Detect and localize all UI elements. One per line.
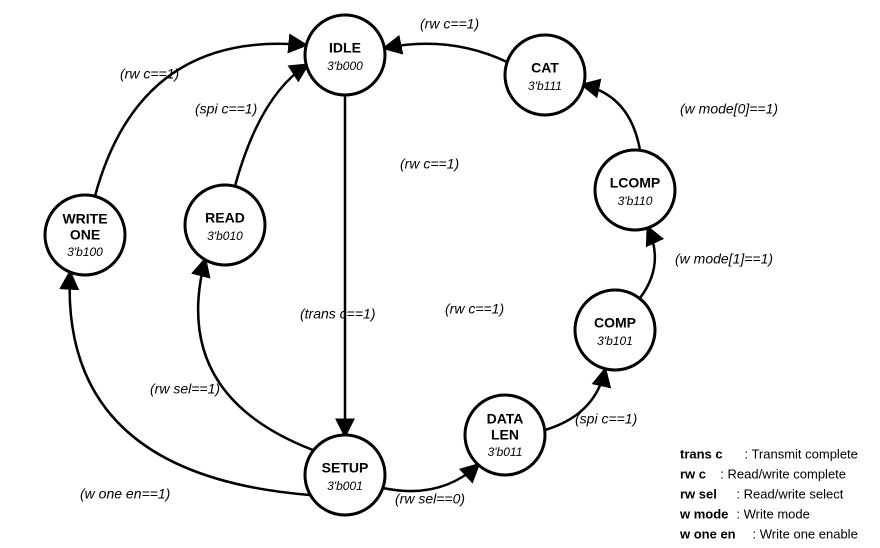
state-code-read: 3'b010: [207, 229, 243, 243]
legend-key-3: w mode: [679, 506, 728, 521]
edge-label-writeone-idle: (rw c==1): [120, 66, 179, 82]
state-name-idle: IDLE: [329, 40, 361, 56]
state-datalen: DATA LEN 3'b011: [465, 395, 545, 475]
state-name-read: READ: [205, 210, 245, 226]
edge-cat-idle: [385, 44, 507, 62]
edge-label-cat-idle: (rw c==1): [420, 16, 479, 32]
state-setup: SETUP 3'b001: [305, 435, 385, 515]
state-name-comp: COMP: [594, 315, 636, 331]
state-writeone: WRITE ONE 3'b100: [45, 195, 125, 275]
state-comp: COMP 3'b101: [575, 290, 655, 370]
state-name-writeone-l2: ONE: [70, 227, 100, 243]
state-name-setup: SETUP: [322, 460, 369, 476]
state-code-lcomp: 3'b110: [618, 194, 653, 208]
state-code-datalen: 3'b011: [488, 445, 523, 459]
state-name-cat: CAT: [531, 60, 559, 76]
edge-setup-datalen: [383, 465, 478, 491]
state-name-lcomp: LCOMP: [610, 175, 661, 191]
edge-label-read-idle: (spi c==1): [195, 101, 257, 117]
state-code-idle: 3'b000: [327, 59, 363, 73]
edge-label-idle-setup: (trans c==1): [300, 306, 375, 322]
state-name-datalen-l1: DATA: [487, 411, 524, 427]
state-cat: CAT 3'b111: [505, 35, 585, 115]
legend-val-4: : Write one enable: [753, 526, 858, 541]
legend: trans c : Transmit complete rw c : Read/w…: [679, 446, 858, 541]
state-code-comp: 3'b101: [597, 334, 633, 348]
legend-key-4: w one en: [679, 526, 736, 541]
state-name-writeone-l1: WRITE: [62, 211, 107, 227]
edge-label-setup-datalen: (rw sel==0): [395, 491, 465, 507]
legend-key-2: rw sel: [680, 486, 717, 501]
state-idle: IDLE 3'b000: [305, 15, 385, 95]
legend-val-2: : Read/write select: [736, 486, 843, 501]
legend-val-1: : Read/write complete: [720, 466, 846, 481]
legend-val-3: : Write mode: [736, 506, 809, 521]
edge-label-comp-lcomp: (w mode[1]==1): [675, 251, 773, 267]
state-name-datalen-l2: LEN: [491, 427, 519, 443]
edge-setup-read: [198, 260, 313, 450]
edge-read-idle: [235, 65, 307, 186]
state-code-writeone: 3'b100: [67, 245, 103, 259]
edge-lcomp-cat: [583, 85, 640, 150]
edge-label-datalen-comp: (spi c==1): [575, 411, 637, 427]
edge-label-setup-writeone: (w one en==1): [80, 486, 170, 502]
edge-label-lcomp-cat: (w mode[0]==1): [680, 101, 778, 117]
edge-label-datalen-idle: (rw c==1): [400, 156, 459, 172]
state-lcomp: LCOMP 3'b110: [595, 150, 675, 230]
legend-key-1: rw c: [680, 466, 706, 481]
state-read: READ 3'b010: [185, 185, 265, 265]
state-code-setup: 3'b001: [327, 479, 363, 493]
legend-val-0: : Transmit complete: [744, 446, 857, 461]
legend-key-0: trans c: [680, 446, 723, 461]
edge-label-setup-read: (rw sel==1): [150, 381, 220, 397]
state-code-cat: 3'b111: [528, 79, 562, 93]
edge-comp-lcomp: [640, 228, 655, 298]
edge-label-comp-idle: (rw c==1): [445, 301, 504, 317]
